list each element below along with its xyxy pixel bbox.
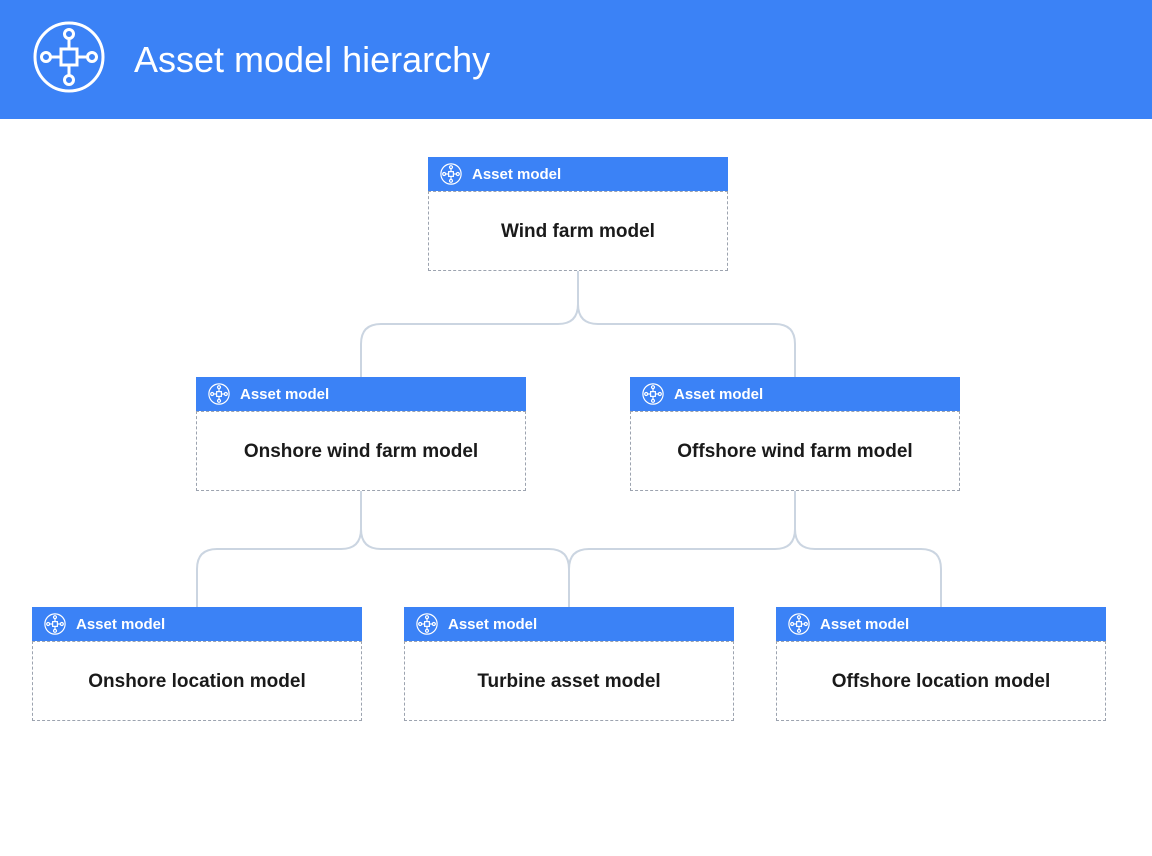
node-header-label: Asset model <box>472 166 561 183</box>
tree-node-onshore: Asset model Onshore wind farm model <box>196 377 526 491</box>
tree-node-offloc: Asset model Offshore location model <box>776 607 1106 721</box>
node-header: Asset model <box>32 607 362 641</box>
connector <box>361 491 569 607</box>
node-body: Onshore location model <box>32 641 362 721</box>
node-body: Offshore wind farm model <box>630 411 960 491</box>
hierarchy-icon <box>440 163 462 185</box>
node-header-label: Asset model <box>674 386 763 403</box>
hierarchy-icon <box>642 383 664 405</box>
connector <box>361 271 578 377</box>
diagram-canvas: Asset model Wind farm model Asset model On… <box>0 119 1152 849</box>
node-body: Onshore wind farm model <box>196 411 526 491</box>
tree-node-turbine: Asset model Turbine asset model <box>404 607 734 721</box>
page-title: Asset model hierarchy <box>134 39 490 81</box>
node-header: Asset model <box>630 377 960 411</box>
node-body: Offshore location model <box>776 641 1106 721</box>
node-header: Asset model <box>404 607 734 641</box>
tree-node-root: Asset model Wind farm model <box>428 157 728 271</box>
connector <box>795 491 941 607</box>
page-header: Asset model hierarchy <box>0 0 1152 119</box>
connector <box>578 271 795 377</box>
node-header-label: Asset model <box>448 616 537 633</box>
node-header-label: Asset model <box>76 616 165 633</box>
hierarchy-icon <box>208 383 230 405</box>
hierarchy-icon <box>44 613 66 635</box>
hierarchy-icon <box>788 613 810 635</box>
node-header-label: Asset model <box>240 386 329 403</box>
connector <box>197 491 361 607</box>
hierarchy-icon <box>416 613 438 635</box>
tree-node-onloc: Asset model Onshore location model <box>32 607 362 721</box>
node-body: Turbine asset model <box>404 641 734 721</box>
node-body: Wind farm model <box>428 191 728 271</box>
tree-node-offshore: Asset model Offshore wind farm model <box>630 377 960 491</box>
node-header-label: Asset model <box>820 616 909 633</box>
node-header: Asset model <box>776 607 1106 641</box>
node-header: Asset model <box>196 377 526 411</box>
hierarchy-icon <box>32 20 106 99</box>
node-header: Asset model <box>428 157 728 191</box>
connector <box>569 491 795 607</box>
